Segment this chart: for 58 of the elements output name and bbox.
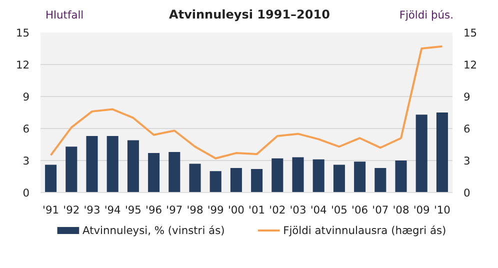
bar bbox=[416, 114, 428, 192]
bar bbox=[127, 140, 139, 192]
legend-label: Fjöldi atvinnulausra (hægri ás) bbox=[283, 224, 446, 237]
bar bbox=[230, 168, 242, 192]
x-tick-label: '02 bbox=[269, 204, 286, 216]
x-tick-label: '98 bbox=[186, 204, 204, 216]
bar bbox=[45, 164, 57, 192]
bar bbox=[66, 146, 78, 192]
x-tick-label: '94 bbox=[104, 204, 122, 216]
x-tick-label: '95 bbox=[124, 204, 142, 216]
x-tick-label: '97 bbox=[166, 204, 183, 216]
chart-title: Atvinnuleysi 1991–2010 bbox=[169, 8, 330, 22]
x-tick-label: '99 bbox=[207, 204, 224, 216]
y2-tick-label: 0 bbox=[464, 186, 470, 200]
x-tick-label: '03 bbox=[290, 204, 306, 216]
y2-tick-label: 9 bbox=[464, 90, 470, 104]
x-tick-label: '07 bbox=[372, 204, 389, 216]
x-tick-label: '06 bbox=[352, 204, 368, 216]
x-tick-label: '05 bbox=[330, 204, 348, 216]
bar bbox=[210, 171, 222, 192]
bar bbox=[272, 158, 284, 192]
bar bbox=[333, 164, 345, 192]
bar bbox=[354, 162, 366, 192]
x-tick-label: '10 bbox=[434, 204, 451, 216]
x-tick-label: '01 bbox=[248, 204, 266, 216]
x-tick-label: '09 bbox=[413, 204, 430, 216]
bar bbox=[148, 153, 160, 192]
legend-label: Atvinnuleysi, % (vinstri ás) bbox=[82, 224, 225, 237]
y2-tick-label: 3 bbox=[464, 154, 470, 168]
bar bbox=[106, 136, 118, 192]
bar bbox=[189, 164, 201, 192]
bar bbox=[312, 159, 324, 192]
y2-tick-label: 12 bbox=[464, 58, 478, 72]
bar bbox=[168, 152, 180, 192]
y2-tick-label: 15 bbox=[464, 26, 478, 40]
bar bbox=[292, 157, 304, 192]
bar bbox=[86, 136, 98, 192]
y2-axis-title: Fjöldi þús. bbox=[399, 8, 454, 22]
x-tick-label: '08 bbox=[392, 204, 410, 216]
bar bbox=[436, 112, 448, 192]
y-tick-label: 0 bbox=[22, 186, 30, 200]
y-axis-title: Hlutfall bbox=[46, 8, 84, 22]
y-tick-label: 15 bbox=[16, 26, 30, 40]
x-tick-label: '93 bbox=[84, 204, 100, 216]
x-tick-label: '92 bbox=[63, 204, 80, 216]
y-tick-label: 9 bbox=[22, 90, 30, 104]
x-tick-label: '91 bbox=[42, 204, 60, 216]
bar bbox=[374, 168, 386, 192]
y2-tick-label: 6 bbox=[464, 122, 470, 136]
y-tick-label: 3 bbox=[22, 154, 30, 168]
bar bbox=[251, 169, 263, 192]
x-tick-label: '04 bbox=[310, 204, 328, 216]
y-tick-label: 12 bbox=[16, 58, 30, 72]
bar bbox=[395, 160, 407, 192]
line-series bbox=[50, 45, 444, 160]
x-tick-label: '00 bbox=[228, 204, 245, 216]
x-tick-label: '96 bbox=[146, 204, 162, 216]
y-tick-label: 6 bbox=[22, 122, 30, 136]
